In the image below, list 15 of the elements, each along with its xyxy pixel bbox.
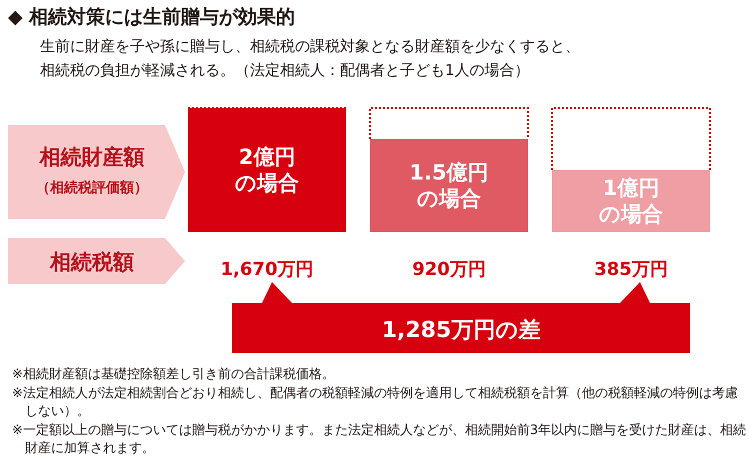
text: 相続税額 — [49, 250, 134, 274]
data-label: 1億円の場合 — [599, 176, 663, 226]
data-label: 1.5億円の場合 — [409, 160, 489, 210]
text: ※法定相続人が法定相続割合どおり相続し、配偶者の税額軽減の特例を適用して相続税額を計算（他の税額軽減の特例は考慮しない）。 — [12, 385, 739, 421]
chart-title: ◆ 相続対策には生前贈与が効果的 — [8, 5, 296, 30]
chart-subtitle: 生前に財産を子や孫に贈与し、相続税の課税対象となる財産額を少なくすると、相続税の負担が軽減される。（法定相続人：配偶者と子ども1人の場合） — [40, 36, 580, 81]
text: 920万円 — [412, 259, 486, 280]
text: ※一定額以上の贈与については贈与税がかかります。また法定相続人などが、相続開始前3年以内に贈与を受けた財産は、相続財産に加算されます。 — [12, 422, 748, 458]
text: 385万円 — [594, 259, 668, 280]
data-label: 2億円の場合 — [235, 145, 299, 195]
text: 1,670万円 — [220, 259, 314, 280]
text: （相続税評価額） — [36, 179, 148, 196]
text: 1,285万円の差 — [382, 318, 540, 343]
text: 相続財産額 — [38, 145, 144, 169]
text: ※相続財産額は基礎控除額差し引き前の合計課税価格。 — [12, 366, 336, 384]
